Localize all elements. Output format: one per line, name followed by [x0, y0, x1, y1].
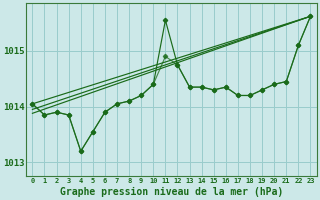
X-axis label: Graphe pression niveau de la mer (hPa): Graphe pression niveau de la mer (hPa): [60, 186, 283, 197]
